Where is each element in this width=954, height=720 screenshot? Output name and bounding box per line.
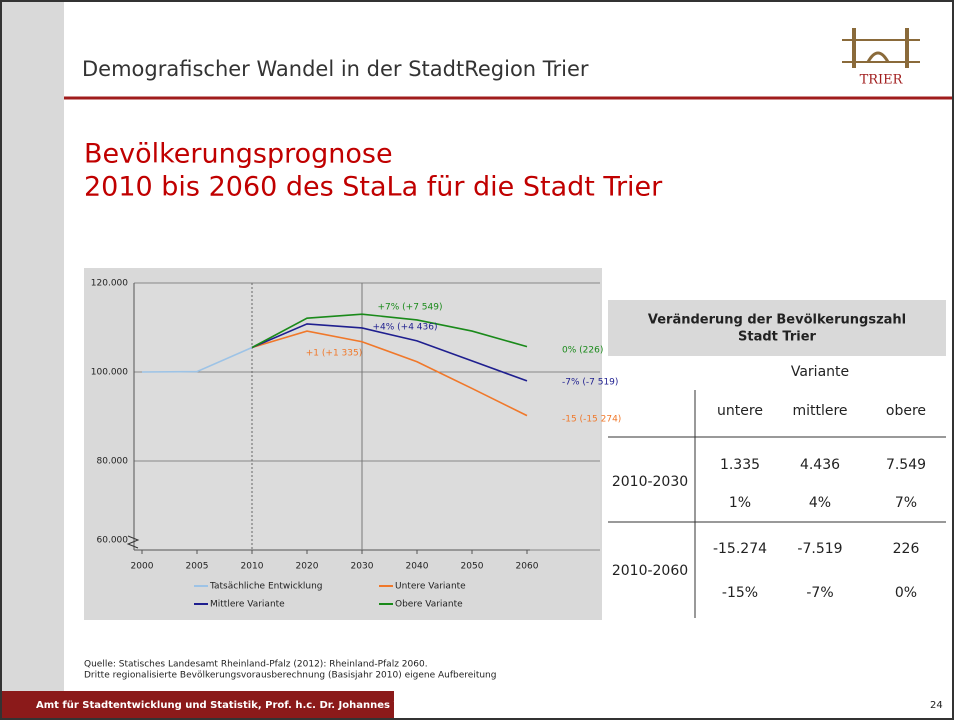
table: Veränderung der Bevölkerungszahl Stadt T… (608, 300, 946, 618)
column-header: untere (717, 403, 763, 419)
slide-title: Demografischer Wandel in der StadtRegion… (82, 57, 589, 81)
footer: Amt für Stadtentwicklung und Statistik, … (36, 700, 538, 711)
page-number: 24 (930, 700, 943, 711)
column-header: obere (886, 403, 926, 419)
series-line (251, 313, 528, 349)
table-title: Veränderung der Bevölkerungszahl (648, 313, 906, 328)
annotation: +1 (+1 335) (306, 349, 362, 359)
x-tick-label: 2060 (516, 562, 539, 572)
cell: -7% (806, 585, 833, 601)
table-header-bg (608, 300, 946, 356)
source: Dritte regionalisierte Bevölkerungsvorau… (84, 671, 496, 681)
y-tick-label: 100.000 (91, 368, 128, 378)
annotation: -7% (-7 519) (562, 378, 618, 388)
x-tick-label: 2040 (406, 562, 429, 572)
cell: 226 (893, 541, 920, 557)
y-tick-label: 80.000 (97, 457, 129, 467)
footer-bar (2, 691, 394, 718)
cell: 4.436 (800, 457, 840, 473)
x-tick-label: 2005 (186, 562, 209, 572)
x-tick-label: 2010 (241, 562, 264, 572)
heading-line: 2010 bis 2060 des StaLa für die Stadt Tr… (84, 172, 663, 203)
row-label: 2010-2060 (612, 563, 688, 579)
cell: 1.335 (720, 457, 760, 473)
axis-break (126, 535, 140, 549)
cell: -7.519 (797, 541, 842, 557)
logo: TRIER (842, 28, 920, 88)
legend-label: Tatsächliche Entwicklung (209, 582, 323, 592)
chart: 60.000 80.000 100.000 120.000 2000 2005 2010 20… (91, 279, 622, 610)
annotation: -15 (-15 274) (562, 415, 621, 425)
cell: -15.274 (713, 541, 767, 557)
x-tick-label: 2030 (351, 562, 374, 572)
side-strip (2, 2, 64, 718)
column-header: mittlere (792, 403, 847, 419)
logo-text: TRIER (860, 73, 904, 88)
x-tick-label: 2050 (461, 562, 484, 572)
cell: 7% (895, 495, 917, 511)
cell: 7.549 (886, 457, 926, 473)
y-tick-label: 120.000 (91, 279, 128, 289)
annotation: 0% (226) (562, 346, 603, 356)
y-tick-label: 60.000 (97, 536, 129, 546)
x-tick-label: 2020 (296, 562, 319, 572)
heading-line: Bevölkerungsprognose (84, 139, 393, 170)
cell: 0% (895, 585, 917, 601)
table-title: Stadt Trier (738, 330, 817, 345)
cell: -15% (722, 585, 758, 601)
series-line (251, 330, 528, 417)
annotation: +4% (+4 436) (372, 323, 437, 333)
table-group: Variante (791, 364, 849, 380)
series-line (251, 323, 528, 382)
legend-label: Untere Variante (395, 582, 466, 592)
annotation: +7% (+7 549) (377, 303, 442, 313)
source: Quelle: Statisches Landesamt Rheinland-P… (84, 660, 428, 670)
cell: 4% (809, 495, 831, 511)
row-label: 2010-2030 (612, 474, 688, 490)
cell: 1% (729, 495, 751, 511)
plot-area (134, 283, 600, 550)
legend-label: Mittlere Variante (210, 600, 285, 610)
legend-label: Obere Variante (395, 600, 463, 610)
series-line (141, 346, 253, 373)
x-tick-label: 2000 (131, 562, 154, 572)
